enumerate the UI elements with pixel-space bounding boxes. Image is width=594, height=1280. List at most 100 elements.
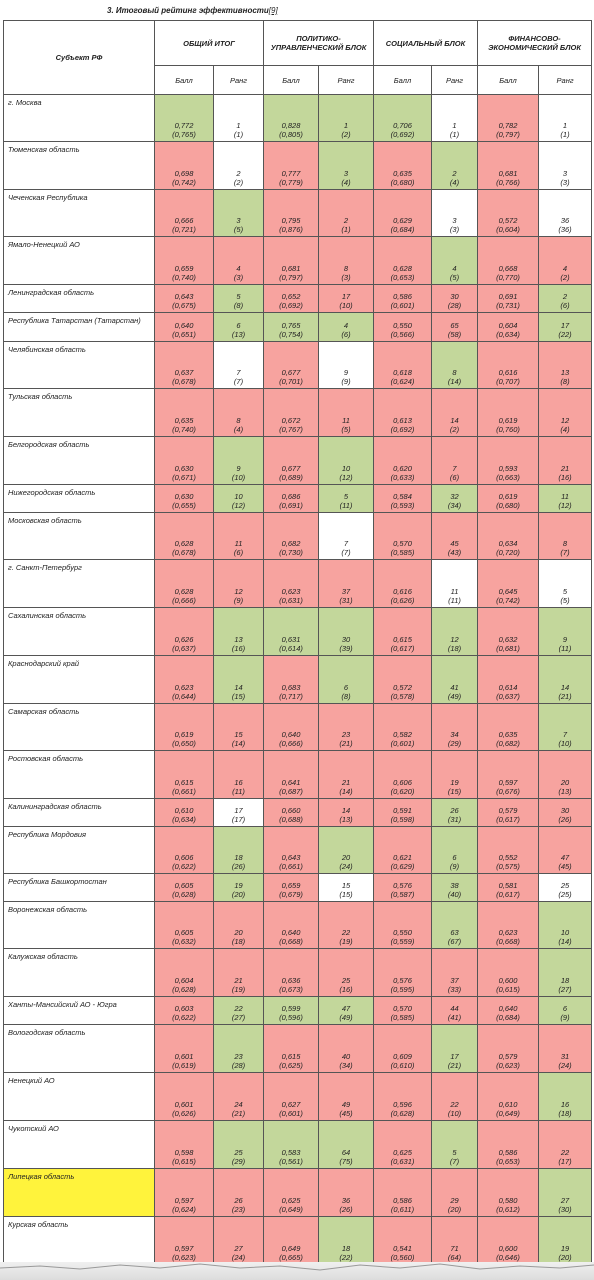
region-name: г. Москва <box>3 94 155 142</box>
rank-cell: 37 (31) <box>318 559 374 608</box>
score-cell: 0,591 (0,598) <box>373 798 432 827</box>
previous-value: (5) <box>449 273 460 283</box>
current-value: 0,582 <box>393 729 412 739</box>
previous-value: (0,678) <box>172 548 196 558</box>
score-cell: 0,550 (0,559) <box>373 901 432 949</box>
previous-value: (0,585) <box>390 1013 415 1023</box>
rank-cell: 6 (9) <box>430 826 479 874</box>
rank-cell: 2 (2) <box>213 141 264 190</box>
header-rank: Ранг <box>213 65 264 95</box>
rank-cell: 32 (34) <box>430 484 479 513</box>
previous-value: (34) <box>339 1061 353 1071</box>
torn-edge-shape <box>0 1263 594 1271</box>
current-value: 49 <box>341 1099 351 1109</box>
score-cell: 0,634 (0,720) <box>477 512 540 560</box>
region-name: Ростовская область <box>3 750 155 799</box>
score-cell: 0,582 (0,601) <box>373 703 432 751</box>
score-cell: 0,597 (0,623) <box>154 1216 214 1265</box>
score-cell: 0,641 (0,687) <box>263 750 319 799</box>
previous-value: (0,631) <box>390 1157 415 1167</box>
current-value: 20 <box>560 777 570 787</box>
current-value: 40 <box>341 1051 351 1061</box>
table-row: Самарская область 0,619 (0,650) 15 (14) 0,640… <box>3 703 593 751</box>
current-value: 0,625 <box>393 1147 412 1157</box>
current-value: 0,643 <box>281 852 301 862</box>
rank-cell: 11 (5) <box>318 388 374 437</box>
rank-cell: 18 (27) <box>538 948 593 997</box>
current-value: 20 <box>234 927 243 937</box>
score-cell: 0,686 (0,691) <box>263 484 319 513</box>
current-value: 0,610 <box>174 805 194 815</box>
current-value: 22 <box>234 1003 243 1013</box>
current-value: 21 <box>234 975 243 985</box>
previous-value: (0,650) <box>172 739 196 749</box>
rank-cell: 27 (30) <box>538 1168 593 1217</box>
footnote-ref[interactable]: [9] <box>268 6 278 15</box>
current-value: 0,668 <box>498 263 518 273</box>
previous-value: (75) <box>339 1157 353 1167</box>
current-value: 0,649 <box>281 1243 301 1253</box>
current-value: 0,681 <box>498 168 518 178</box>
current-value: 0,570 <box>393 1003 412 1013</box>
previous-value: (3) <box>449 225 460 235</box>
rank-cell: 38 (40) <box>430 873 479 902</box>
current-value: 0,772 <box>174 120 194 130</box>
current-value: 0,626 <box>174 634 194 644</box>
current-value: 0,641 <box>281 777 301 787</box>
previous-value: (0,661) <box>279 862 303 872</box>
score-cell: 0,604 (0,634) <box>477 312 540 342</box>
previous-value: (0,628) <box>172 985 196 995</box>
rank-cell: 47 (45) <box>538 826 593 874</box>
rank-cell: 45 (43) <box>430 512 479 560</box>
previous-value: (0,797) <box>496 130 520 140</box>
score-cell: 0,610 (0,649) <box>477 1072 540 1121</box>
current-value: 30 <box>560 805 570 815</box>
previous-value: (5) <box>341 425 351 435</box>
header-political: ПОЛИТИКО-УПРАВЛЕНЧЕСКИЙ БЛОК <box>263 20 374 66</box>
previous-value: (6) <box>449 473 460 483</box>
previous-value: (11) <box>448 596 461 606</box>
score-cell: 0,598 (0,615) <box>154 1120 214 1169</box>
rank-cell: 7 (10) <box>538 703 593 751</box>
previous-value: (0,676) <box>496 787 520 797</box>
previous-value: (8) <box>233 301 244 311</box>
score-cell: 0,619 (0,650) <box>154 703 214 751</box>
rank-cell: 4 (2) <box>538 236 593 285</box>
region-name: Ханты-Мансийский АО - Югра <box>3 996 155 1025</box>
previous-value: (0,760) <box>496 425 520 435</box>
score-cell: 0,630 (0,671) <box>154 436 214 485</box>
previous-value: (0,610) <box>390 1061 415 1071</box>
previous-value: (0,622) <box>172 1013 196 1023</box>
score-cell: 0,580 (0,612) <box>477 1168 540 1217</box>
torn-edge <box>0 1262 594 1280</box>
score-cell: 0,691 (0,731) <box>477 284 540 313</box>
previous-value: (18) <box>558 1109 572 1119</box>
previous-value: (0,682) <box>496 739 520 749</box>
previous-value: (0,653) <box>496 1157 520 1167</box>
score-cell: 0,604 (0,628) <box>154 948 214 997</box>
current-value: 0,604 <box>498 320 518 330</box>
rank-cell: 20 (18) <box>213 901 264 949</box>
current-value: 65 <box>450 320 459 330</box>
previous-value: (13) <box>231 330 246 340</box>
current-value: 0,576 <box>393 880 412 890</box>
current-value: 0,601 <box>174 1099 194 1109</box>
current-value: 1 <box>343 120 349 130</box>
region-name: Белгородская область <box>3 436 155 485</box>
current-value: 6 <box>452 852 457 862</box>
previous-value: (0,680) <box>496 501 520 511</box>
previous-value: (5) <box>560 596 570 606</box>
current-value: 0,584 <box>393 491 412 501</box>
current-value: 0,620 <box>393 463 412 473</box>
rank-cell: 11 (11) <box>430 559 479 608</box>
previous-value: (0,624) <box>172 1205 196 1215</box>
current-value: 10 <box>341 463 351 473</box>
rank-cell: 4 (6) <box>318 312 374 342</box>
table-row: Сахалинская область 0,626 (0,637) 13 (16) 0,6… <box>3 607 593 656</box>
current-value: 0,666 <box>174 215 194 225</box>
previous-value: (0,575) <box>496 862 520 872</box>
current-value: 36 <box>560 215 570 225</box>
current-value: 0,597 <box>498 777 518 787</box>
score-cell: 0,541 (0,560) <box>373 1216 432 1265</box>
score-cell: 0,586 (0,611) <box>373 1168 432 1217</box>
